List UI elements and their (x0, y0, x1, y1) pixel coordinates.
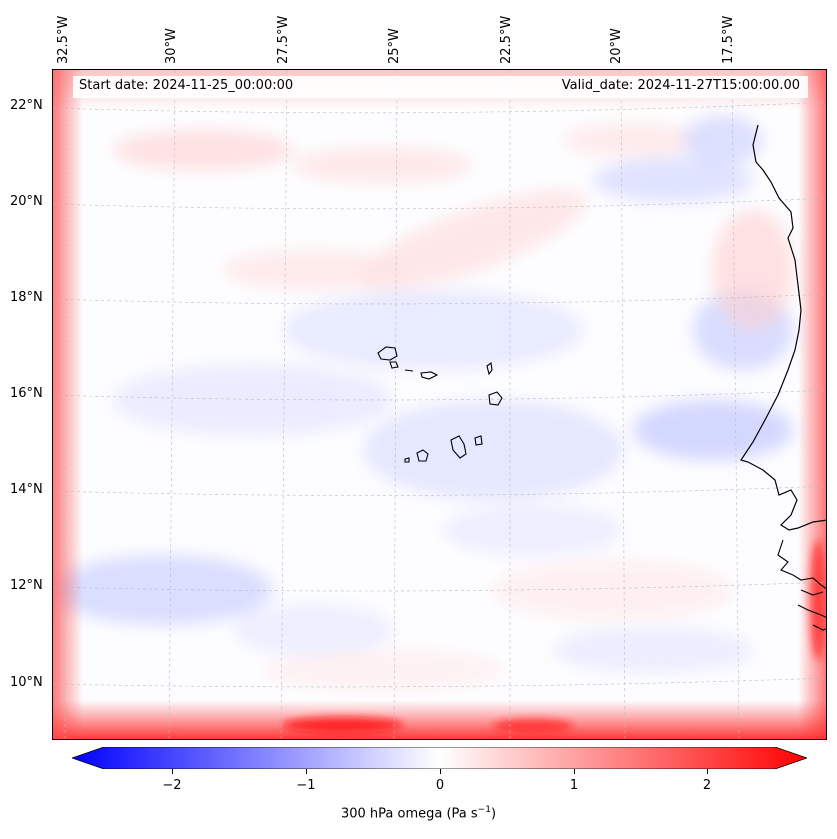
lon-label: 25°W (387, 28, 402, 64)
lon-label: 32.5°W (56, 15, 71, 64)
lat-label: 12°N (10, 578, 43, 593)
colorbar-label-main: 300 hPa omega (Pa s (340, 806, 478, 822)
omega-patches (53, 115, 793, 690)
island-fogo (416, 449, 429, 462)
island-santiago (450, 435, 467, 459)
cape-verde-islands (377, 346, 503, 463)
map-panel (52, 69, 827, 740)
cbar-tickmark (440, 769, 441, 774)
lat-label: 14°N (10, 482, 43, 497)
lon-label: 20°W (609, 28, 624, 64)
cbar-tick-label: 1 (569, 778, 579, 793)
island-sao-vicente (389, 361, 399, 369)
edge-left (53, 70, 83, 739)
island-brava (404, 457, 410, 463)
colorbar-gradient (72, 747, 807, 769)
island-boa-vista (488, 391, 503, 406)
lon-label: 17.5°W (721, 15, 736, 64)
lat-label: 20°N (10, 194, 43, 209)
island-santo-antao (377, 346, 398, 361)
cbar-tickmark (574, 769, 575, 774)
colorbar-label-sup: −1 (477, 805, 491, 815)
date-strip (73, 76, 808, 98)
lat-label: 16°N (10, 386, 43, 401)
island-sal (486, 362, 493, 376)
cbar-tickmark (306, 769, 307, 774)
colorbar-label: 300 hPa omega (Pa s−1) (0, 805, 837, 821)
edge-bottom (53, 700, 826, 739)
cbar-tick-label: −2 (162, 778, 182, 793)
cbar-tick-label: 0 (435, 778, 445, 793)
cbar-tick-label: 2 (702, 778, 712, 793)
africa-coastline (740, 124, 826, 531)
cbar-tickmark (172, 769, 173, 774)
lon-label: 22.5°W (499, 15, 514, 64)
cbar-tickmark (707, 769, 708, 774)
island-sao-nicolau (404, 369, 439, 380)
lat-label: 22°N (10, 98, 43, 113)
lat-label: 18°N (10, 290, 43, 305)
island-maio (474, 435, 483, 446)
lat-label: 10°N (10, 675, 43, 690)
lon-label: 30°W (164, 28, 179, 64)
gridlines (53, 70, 826, 739)
colorbar-label-close: ) (490, 806, 497, 822)
colorbar (72, 747, 807, 769)
cbar-tick-label: −1 (296, 778, 316, 793)
africa-coastline-south (777, 539, 826, 631)
lon-label: 27.5°W (276, 15, 291, 64)
valid-date: Valid_date: 2024-11-27T15:00:00.00 (561, 78, 800, 93)
omega-field (53, 70, 826, 739)
start-date: Start date: 2024-11-25_00:00:00 (79, 78, 294, 93)
